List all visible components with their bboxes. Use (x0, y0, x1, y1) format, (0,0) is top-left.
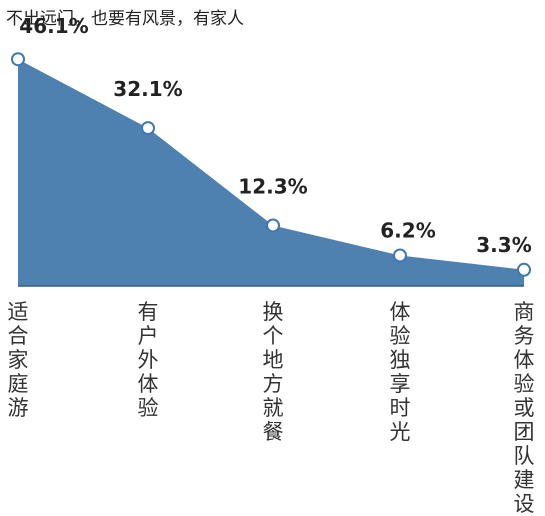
x-tick-label: 换个地方就餐 (262, 300, 284, 444)
data-label: 6.2% (380, 218, 435, 242)
data-point-marker (141, 121, 155, 136)
data-point-marker (266, 218, 280, 233)
data-point-marker (393, 248, 407, 263)
area-series (18, 59, 524, 286)
data-label: 46.1% (19, 14, 88, 38)
chart-title: 不出远门，也要有风景，有家人 (6, 9, 244, 29)
x-tick-label: 体验独享时光 (389, 300, 411, 444)
x-tick-label: 商务体验或团队建设 (513, 300, 535, 516)
data-point-marker (517, 262, 531, 277)
x-tick-label: 有户外体验 (137, 300, 159, 420)
data-label: 32.1% (113, 77, 182, 101)
data-label: 3.3% (476, 233, 531, 257)
x-tick-label: 适合家庭游 (7, 300, 29, 420)
data-label: 12.3% (238, 174, 307, 198)
data-point-marker (11, 52, 25, 67)
